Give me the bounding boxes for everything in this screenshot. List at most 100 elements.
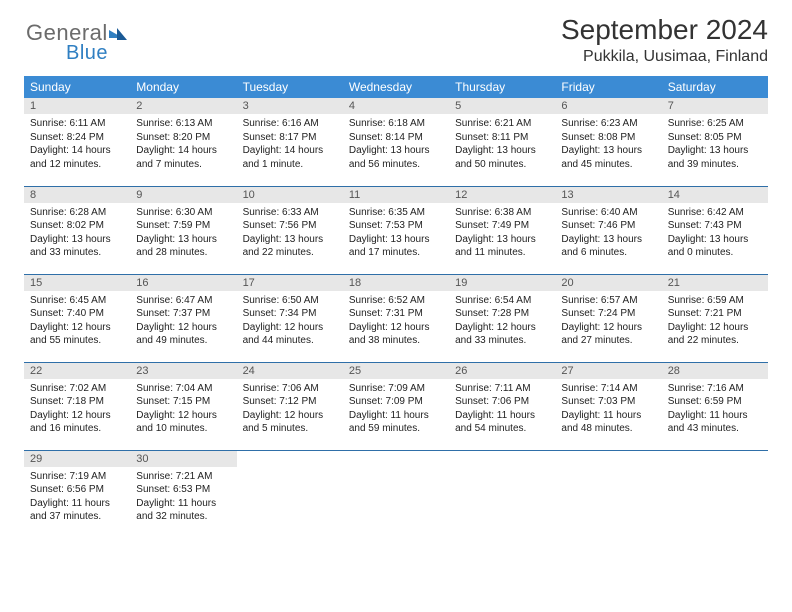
day-details: Sunrise: 6:11 AMSunset: 8:24 PMDaylight:…: [24, 114, 130, 175]
sunset-line: Sunset: 7:06 PM: [455, 395, 549, 409]
day-number: 12: [449, 187, 555, 203]
day-details: Sunrise: 6:45 AMSunset: 7:40 PMDaylight:…: [24, 291, 130, 352]
calendar-week-row: 29Sunrise: 7:19 AMSunset: 6:56 PMDayligh…: [24, 450, 768, 538]
sunset-line: Sunset: 7:03 PM: [561, 395, 655, 409]
sunset-line: Sunset: 8:20 PM: [136, 131, 230, 145]
sunrise-line: Sunrise: 6:25 AM: [668, 117, 762, 131]
calendar-day-cell: 21Sunrise: 6:59 AMSunset: 7:21 PMDayligh…: [662, 274, 768, 362]
sunrise-line: Sunrise: 6:38 AM: [455, 206, 549, 220]
sunrise-line: Sunrise: 6:35 AM: [349, 206, 443, 220]
sunrise-line: Sunrise: 7:09 AM: [349, 382, 443, 396]
sunrise-line: Sunrise: 6:30 AM: [136, 206, 230, 220]
day-number: 11: [343, 187, 449, 203]
day-details: Sunrise: 6:52 AMSunset: 7:31 PMDaylight:…: [343, 291, 449, 352]
day-number: 13: [555, 187, 661, 203]
sunrise-line: Sunrise: 7:21 AM: [136, 470, 230, 484]
day-details: Sunrise: 6:18 AMSunset: 8:14 PMDaylight:…: [343, 114, 449, 175]
sunrise-line: Sunrise: 6:57 AM: [561, 294, 655, 308]
daylight-line: Daylight: 13 hours and 33 minutes.: [30, 233, 124, 260]
calendar-day-cell: [662, 450, 768, 538]
day-number: 21: [662, 275, 768, 291]
calendar-day-cell: 3Sunrise: 6:16 AMSunset: 8:17 PMDaylight…: [237, 98, 343, 186]
day-details: Sunrise: 7:06 AMSunset: 7:12 PMDaylight:…: [237, 379, 343, 440]
calendar-day-cell: 11Sunrise: 6:35 AMSunset: 7:53 PMDayligh…: [343, 186, 449, 274]
day-number: 22: [24, 363, 130, 379]
day-details: Sunrise: 6:40 AMSunset: 7:46 PMDaylight:…: [555, 203, 661, 264]
calendar-day-cell: [555, 450, 661, 538]
calendar-day-cell: 22Sunrise: 7:02 AMSunset: 7:18 PMDayligh…: [24, 362, 130, 450]
daylight-line: Daylight: 12 hours and 27 minutes.: [561, 321, 655, 348]
day-details: Sunrise: 6:38 AMSunset: 7:49 PMDaylight:…: [449, 203, 555, 264]
calendar-day-cell: 12Sunrise: 6:38 AMSunset: 7:49 PMDayligh…: [449, 186, 555, 274]
sunrise-line: Sunrise: 6:47 AM: [136, 294, 230, 308]
sunset-line: Sunset: 7:21 PM: [668, 307, 762, 321]
day-number: 10: [237, 187, 343, 203]
day-details: Sunrise: 7:11 AMSunset: 7:06 PMDaylight:…: [449, 379, 555, 440]
calendar-day-cell: 7Sunrise: 6:25 AMSunset: 8:05 PMDaylight…: [662, 98, 768, 186]
day-details: Sunrise: 6:54 AMSunset: 7:28 PMDaylight:…: [449, 291, 555, 352]
calendar-day-cell: 9Sunrise: 6:30 AMSunset: 7:59 PMDaylight…: [130, 186, 236, 274]
sunrise-line: Sunrise: 6:28 AM: [30, 206, 124, 220]
day-details: Sunrise: 6:33 AMSunset: 7:56 PMDaylight:…: [237, 203, 343, 264]
calendar-week-row: 1Sunrise: 6:11 AMSunset: 8:24 PMDaylight…: [24, 98, 768, 186]
sunrise-line: Sunrise: 6:40 AM: [561, 206, 655, 220]
day-details: Sunrise: 6:57 AMSunset: 7:24 PMDaylight:…: [555, 291, 661, 352]
sunset-line: Sunset: 7:43 PM: [668, 219, 762, 233]
calendar-day-cell: 16Sunrise: 6:47 AMSunset: 7:37 PMDayligh…: [130, 274, 236, 362]
calendar-table: Sunday Monday Tuesday Wednesday Thursday…: [24, 76, 768, 538]
daylight-line: Daylight: 13 hours and 39 minutes.: [668, 144, 762, 171]
logo-triangle2-icon: [117, 28, 127, 40]
sunset-line: Sunset: 7:56 PM: [243, 219, 337, 233]
day-details: Sunrise: 6:21 AMSunset: 8:11 PMDaylight:…: [449, 114, 555, 175]
daylight-line: Daylight: 14 hours and 1 minute.: [243, 144, 337, 171]
sunset-line: Sunset: 6:59 PM: [668, 395, 762, 409]
day-number: 24: [237, 363, 343, 379]
daylight-line: Daylight: 12 hours and 44 minutes.: [243, 321, 337, 348]
calendar-week-row: 15Sunrise: 6:45 AMSunset: 7:40 PMDayligh…: [24, 274, 768, 362]
calendar-day-cell: 27Sunrise: 7:14 AMSunset: 7:03 PMDayligh…: [555, 362, 661, 450]
sunrise-line: Sunrise: 6:21 AM: [455, 117, 549, 131]
calendar-day-cell: 5Sunrise: 6:21 AMSunset: 8:11 PMDaylight…: [449, 98, 555, 186]
day-number: 23: [130, 363, 236, 379]
sunrise-line: Sunrise: 6:52 AM: [349, 294, 443, 308]
calendar-day-cell: [343, 450, 449, 538]
day-number: 2: [130, 98, 236, 114]
sunrise-line: Sunrise: 6:45 AM: [30, 294, 124, 308]
sunrise-line: Sunrise: 7:11 AM: [455, 382, 549, 396]
daylight-line: Daylight: 13 hours and 22 minutes.: [243, 233, 337, 260]
sunset-line: Sunset: 7:31 PM: [349, 307, 443, 321]
day-number: 30: [130, 451, 236, 467]
daylight-line: Daylight: 13 hours and 11 minutes.: [455, 233, 549, 260]
sunrise-line: Sunrise: 6:16 AM: [243, 117, 337, 131]
sunset-line: Sunset: 7:46 PM: [561, 219, 655, 233]
sunset-line: Sunset: 8:02 PM: [30, 219, 124, 233]
calendar-day-cell: 19Sunrise: 6:54 AMSunset: 7:28 PMDayligh…: [449, 274, 555, 362]
day-details: Sunrise: 6:30 AMSunset: 7:59 PMDaylight:…: [130, 203, 236, 264]
day-number: 15: [24, 275, 130, 291]
sunset-line: Sunset: 8:14 PM: [349, 131, 443, 145]
sunset-line: Sunset: 7:37 PM: [136, 307, 230, 321]
calendar-day-cell: 15Sunrise: 6:45 AMSunset: 7:40 PMDayligh…: [24, 274, 130, 362]
calendar-day-cell: 4Sunrise: 6:18 AMSunset: 8:14 PMDaylight…: [343, 98, 449, 186]
sunset-line: Sunset: 6:56 PM: [30, 483, 124, 497]
daylight-line: Daylight: 13 hours and 45 minutes.: [561, 144, 655, 171]
calendar-day-cell: 28Sunrise: 7:16 AMSunset: 6:59 PMDayligh…: [662, 362, 768, 450]
calendar-day-cell: [449, 450, 555, 538]
calendar-week-row: 22Sunrise: 7:02 AMSunset: 7:18 PMDayligh…: [24, 362, 768, 450]
day-details: Sunrise: 6:16 AMSunset: 8:17 PMDaylight:…: [237, 114, 343, 175]
sunrise-line: Sunrise: 6:13 AM: [136, 117, 230, 131]
weekday-header: Monday: [130, 76, 236, 98]
day-number: 3: [237, 98, 343, 114]
weekday-header-row: Sunday Monday Tuesday Wednesday Thursday…: [24, 76, 768, 98]
calendar-day-cell: 30Sunrise: 7:21 AMSunset: 6:53 PMDayligh…: [130, 450, 236, 538]
calendar-day-cell: 6Sunrise: 6:23 AMSunset: 8:08 PMDaylight…: [555, 98, 661, 186]
sunrise-line: Sunrise: 6:50 AM: [243, 294, 337, 308]
sunrise-line: Sunrise: 6:33 AM: [243, 206, 337, 220]
day-details: Sunrise: 6:47 AMSunset: 7:37 PMDaylight:…: [130, 291, 236, 352]
day-details: Sunrise: 6:23 AMSunset: 8:08 PMDaylight:…: [555, 114, 661, 175]
sunset-line: Sunset: 7:59 PM: [136, 219, 230, 233]
sunset-line: Sunset: 7:15 PM: [136, 395, 230, 409]
daylight-line: Daylight: 12 hours and 55 minutes.: [30, 321, 124, 348]
sunset-line: Sunset: 8:05 PM: [668, 131, 762, 145]
day-details: Sunrise: 6:13 AMSunset: 8:20 PMDaylight:…: [130, 114, 236, 175]
